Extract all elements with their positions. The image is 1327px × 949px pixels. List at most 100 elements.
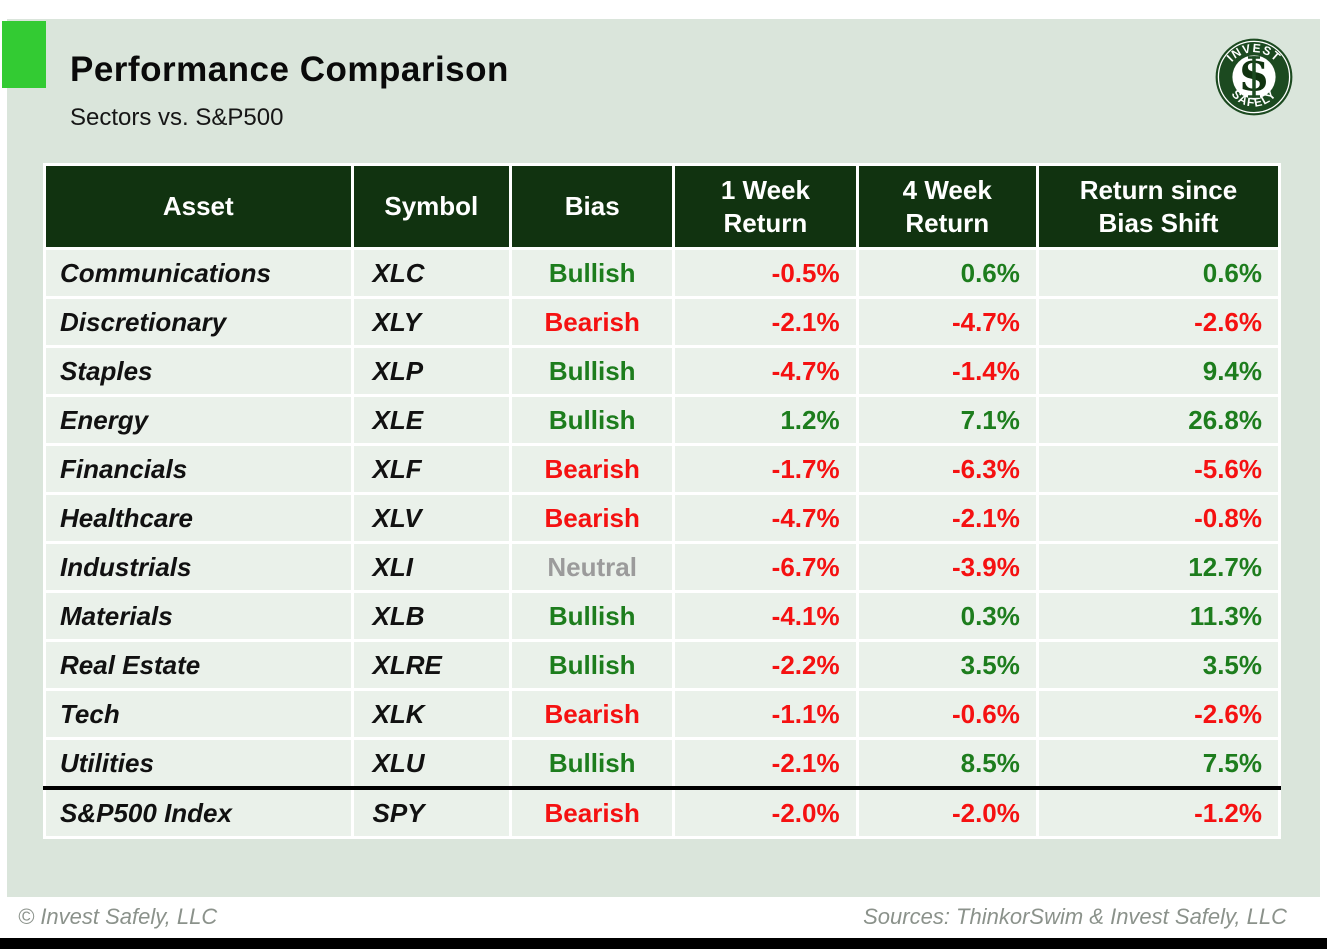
column-header-return-since-bias-shift: Return since Bias Shift [1035,163,1282,250]
bias-cell: Neutral [509,541,676,593]
return-since-bias-shift-cell: 7.5% [1035,737,1282,790]
week4-return-cell: -2.0% [855,786,1039,839]
week1-return-cell: -1.7% [672,443,859,495]
return-since-bias-shift-cell: -0.8% [1035,492,1282,544]
column-header-asset: Asset [43,163,354,250]
table-row: Tech XLK Bearish -1.1% -0.6% -2.6% [43,688,1282,740]
symbol-cell: XLRE [350,639,513,691]
performance-table: Asset Symbol Bias 1 Week Return 4 Week Retur… [43,163,1282,839]
week4-return-cell: -1.4% [855,345,1039,397]
bias-cell: Bullish [509,737,676,790]
table-row: Communications XLC Bullish -0.5% 0.6% 0.6% [43,247,1282,299]
week1-return-cell: -2.0% [672,786,859,839]
week1-return-cell: -0.5% [672,247,859,299]
column-header-week1-return: 1 Week Return [672,163,859,250]
return-since-bias-shift-cell: 26.8% [1035,394,1282,446]
week4-return-cell: 3.5% [855,639,1039,691]
week1-return-cell: -6.7% [672,541,859,593]
table-row: Utilities XLU Bullish -2.1% 8.5% 7.5% [43,737,1282,790]
footer: © Invest Safely, LLC Sources: ThinkorSwi… [18,904,1287,930]
table-row: Real Estate XLRE Bullish -2.2% 3.5% 3.5% [43,639,1282,691]
symbol-cell: XLP [350,345,513,397]
bias-cell: Bearish [509,443,676,495]
week1-return-cell: -2.2% [672,639,859,691]
bias-cell: Bullish [509,590,676,642]
table-row: Materials XLB Bullish -4.1% 0.3% 11.3% [43,590,1282,642]
week1-return-cell: 1.2% [672,394,859,446]
week4-return-cell: 0.3% [855,590,1039,642]
symbol-cell: XLY [350,296,513,348]
symbol-cell: XLK [350,688,513,740]
asset-cell: Energy [43,394,354,446]
invest-safely-logo-icon: INVEST SAFELY S [1215,38,1293,116]
table-row: Discretionary XLY Bearish -2.1% -4.7% -2.6% [43,296,1282,348]
bias-cell: Bearish [509,688,676,740]
asset-cell: Staples [43,345,354,397]
table-row: Financials XLF Bearish -1.7% -6.3% -5.6% [43,443,1282,495]
week1-return-cell: -2.1% [672,296,859,348]
bias-cell: Bullish [509,345,676,397]
bias-cell: Bearish [509,786,676,839]
asset-cell: Real Estate [43,639,354,691]
week1-return-cell: -1.1% [672,688,859,740]
bottom-bar [0,938,1327,949]
symbol-cell: XLU [350,737,513,790]
table-row: S&P500 Index SPY Bearish -2.0% -2.0% -1.2% [43,786,1282,839]
return-since-bias-shift-cell: 11.3% [1035,590,1282,642]
week4-return-cell: -4.7% [855,296,1039,348]
asset-cell: Materials [43,590,354,642]
symbol-cell: XLV [350,492,513,544]
page-title: Performance Comparison [70,50,509,89]
week4-return-cell: -2.1% [855,492,1039,544]
asset-cell: Discretionary [43,296,354,348]
asset-cell: Tech [43,688,354,740]
symbol-cell: SPY [350,786,513,839]
footer-copyright: © Invest Safely, LLC [18,904,218,929]
footer-sources: Sources: ThinkorSwim & Invest Safely, LL… [863,904,1287,929]
symbol-cell: XLE [350,394,513,446]
week1-return-cell: -4.7% [672,492,859,544]
return-since-bias-shift-cell: 12.7% [1035,541,1282,593]
week4-return-cell: 8.5% [855,737,1039,790]
table-row: Healthcare XLV Bearish -4.7% -2.1% -0.8% [43,492,1282,544]
return-since-bias-shift-cell: 9.4% [1035,345,1282,397]
table-row: Energy XLE Bullish 1.2% 7.1% 26.8% [43,394,1282,446]
asset-cell: Healthcare [43,492,354,544]
week4-return-cell: -6.3% [855,443,1039,495]
week4-return-cell: -0.6% [855,688,1039,740]
symbol-cell: XLB [350,590,513,642]
return-since-bias-shift-cell: 3.5% [1035,639,1282,691]
bias-cell: Bullish [509,394,676,446]
table-header-row: Asset Symbol Bias 1 Week Return 4 Week Retur… [43,163,1282,250]
logo-arc-top-text: INVEST [1224,41,1283,65]
table-row: Staples XLP Bullish -4.7% -1.4% 9.4% [43,345,1282,397]
column-header-symbol: Symbol [350,163,513,250]
week1-return-cell: -4.7% [672,345,859,397]
return-since-bias-shift-cell: -2.6% [1035,688,1282,740]
asset-cell: Financials [43,443,354,495]
return-since-bias-shift-cell: 0.6% [1035,247,1282,299]
column-header-week4-return: 4 Week Return [855,163,1039,250]
asset-cell: S&P500 Index [43,786,354,839]
logo-monogram-i-bar [1248,56,1260,98]
bias-cell: Bearish [509,492,676,544]
return-since-bias-shift-cell: -1.2% [1035,786,1282,839]
bias-cell: Bearish [509,296,676,348]
symbol-cell: XLF [350,443,513,495]
svg-text:SAFELY: SAFELY [1229,87,1279,110]
bias-cell: Bullish [509,639,676,691]
week4-return-cell: 0.6% [855,247,1039,299]
week1-return-cell: -4.1% [672,590,859,642]
return-since-bias-shift-cell: -5.6% [1035,443,1282,495]
week1-return-cell: -2.1% [672,737,859,790]
svg-text:INVEST: INVEST [1224,41,1284,65]
symbol-cell: XLI [350,541,513,593]
asset-cell: Industrials [43,541,354,593]
bias-cell: Bullish [509,247,676,299]
return-since-bias-shift-cell: -2.6% [1035,296,1282,348]
week4-return-cell: 7.1% [855,394,1039,446]
table-row: Industrials XLI Neutral -6.7% -3.9% 12.7% [43,541,1282,593]
logo-arc-bottom-text: SAFELY [1229,87,1278,110]
page-subtitle: Sectors vs. S&P500 [70,104,284,131]
week4-return-cell: -3.9% [855,541,1039,593]
